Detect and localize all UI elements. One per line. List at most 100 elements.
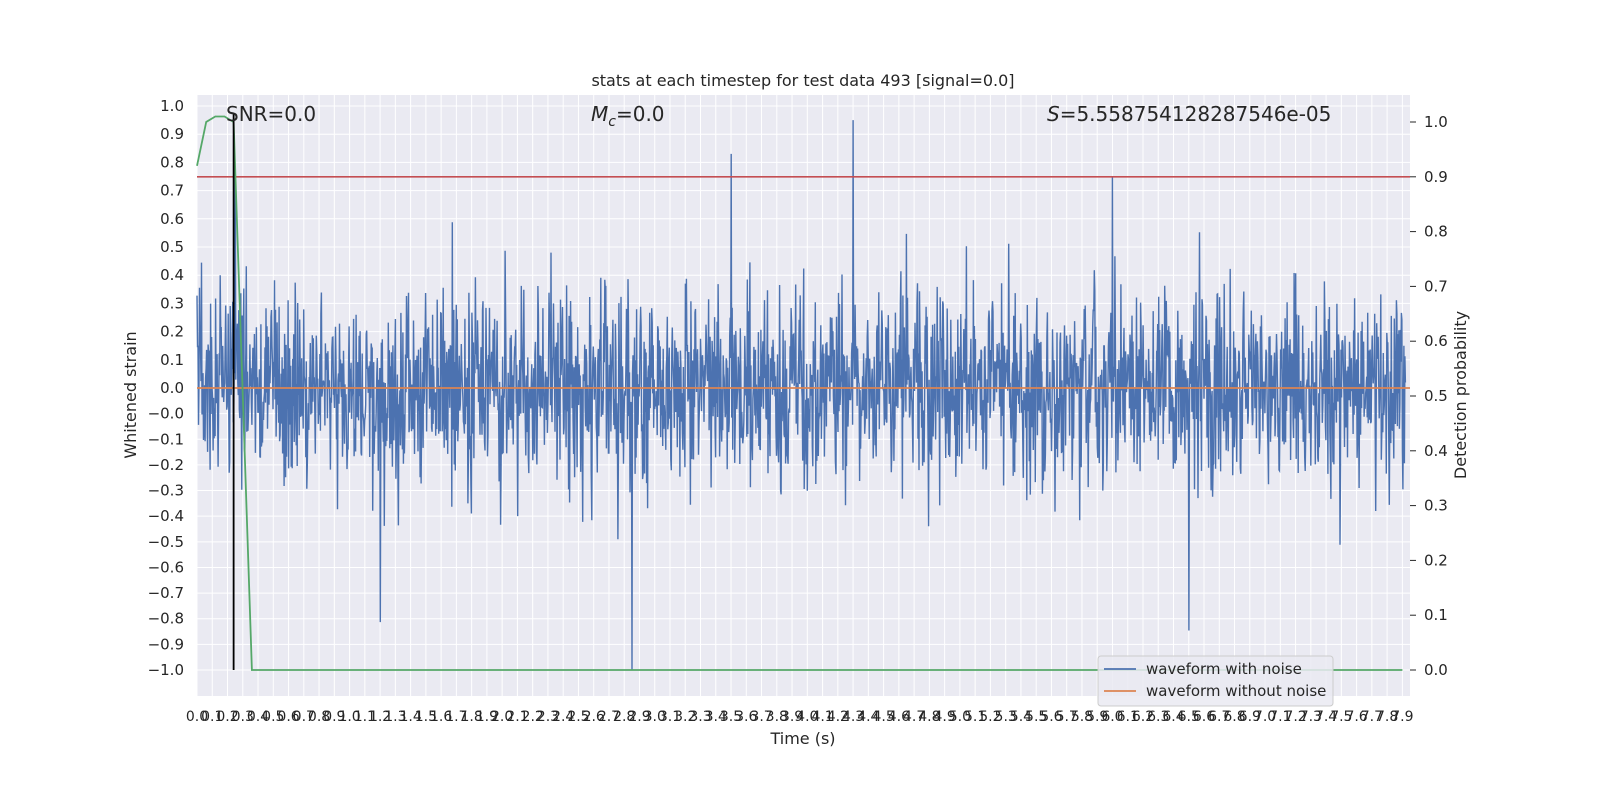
x-tick-label: 0.3 — [232, 709, 254, 725]
y-axis-left-ticks: 1.0 0.9 0.8 0.7 0.6 0.5 0.4 0.3 0.2 0.1 0.0 −0.0 −0.… — [148, 97, 184, 679]
x-tick-label: 7.4 — [1315, 709, 1337, 725]
x-tick-label: 2.8 — [613, 709, 635, 725]
y-left-tick-label: 1.0 — [160, 97, 184, 115]
x-tick-label: 2.4 — [552, 709, 574, 725]
x-tick-label: 1.6 — [430, 709, 452, 725]
y-left-tick-label: 0.5 — [160, 238, 184, 256]
y-left-tick-label: −1.0 — [148, 661, 184, 679]
x-tick-label: 2.2 — [522, 709, 544, 725]
y-left-tick-label: 0.1 — [160, 351, 184, 369]
x-tick-label: 4.4 — [857, 709, 879, 725]
x-tick-label: 0.1 — [201, 709, 223, 725]
x-tick-label: 4.5 — [872, 709, 894, 725]
x-tick-label: 3.3 — [689, 709, 711, 725]
x-tick-label: 2.7 — [598, 709, 620, 725]
y-left-tick-label: −0.6 — [148, 558, 184, 576]
x-tick-label: 1.4 — [399, 709, 421, 725]
s-symbol: S — [1047, 102, 1060, 126]
waveform-with-noise-line — [196, 120, 1407, 671]
y-right-tick-label: 1.0 — [1424, 113, 1448, 131]
y-left-tick-label: −0.4 — [148, 507, 184, 525]
x-tick-label: 0.6 — [277, 709, 299, 725]
x-tick-label: 0.9 — [323, 709, 345, 725]
x-tick-label: 5.9 — [1086, 709, 1108, 725]
x-tick-label: 2.9 — [628, 709, 650, 725]
y-left-tick-label: −0.2 — [148, 456, 184, 474]
x-tick-label: 4.6 — [888, 709, 910, 725]
mc-value: =0.0 — [616, 102, 665, 126]
legend-label-noise: waveform with noise — [1146, 660, 1302, 678]
legend: waveform with noise waveform without noi… — [1097, 655, 1334, 707]
x-tick-label: 4.2 — [827, 709, 849, 725]
x-tick-label: 5.2 — [979, 709, 1001, 725]
x-tick-label: 5.1 — [964, 709, 986, 725]
x-tick-label: 3.6 — [735, 709, 757, 725]
y-left-tick-label: 0.3 — [160, 294, 184, 312]
x-tick-label: 4.7 — [903, 709, 925, 725]
s-value: =5.558754128287546e-05 — [1060, 102, 1332, 126]
x-tick-label: 2.5 — [567, 709, 589, 725]
y-left-tick-label: 0.7 — [160, 182, 184, 200]
y-left-tick-label: −0.9 — [148, 635, 184, 653]
y-left-tick-label: 0.0 — [160, 379, 184, 397]
y-right-tick-label: 0.5 — [1424, 387, 1448, 405]
x-tick-label: 6.2 — [1132, 709, 1154, 725]
y-axis-left-label: Whitened strain — [121, 331, 140, 458]
x-tick-label: 0.2 — [216, 709, 238, 725]
x-tick-label: 5.6 — [1040, 709, 1062, 725]
y-left-tick-label: −0.1 — [148, 430, 184, 448]
s-annotation: S=5.558754128287546e-05 — [1047, 102, 1331, 126]
x-tick-label: 5.7 — [1056, 709, 1078, 725]
chart-title: stats at each timestep for test data 493… — [591, 71, 1014, 90]
x-tick-label: 5.8 — [1071, 709, 1093, 725]
x-tick-label: 7.1 — [1269, 709, 1291, 725]
x-tick-label: 7.9 — [1391, 709, 1413, 725]
x-tick-label: 7.8 — [1376, 709, 1398, 725]
y-left-tick-label: 0.6 — [160, 210, 184, 228]
lines-layer — [196, 114, 1410, 671]
x-tick-label: 0.5 — [262, 709, 284, 725]
x-tick-label: 0.4 — [247, 709, 269, 725]
x-tick-label: 3.2 — [674, 709, 696, 725]
x-tick-label: 3.1 — [659, 709, 681, 725]
x-tick-label: 3.4 — [705, 709, 727, 725]
mc-symbol: M — [591, 102, 608, 126]
x-tick-label: 0.0 — [186, 709, 208, 725]
y-right-tick-label: 0.0 — [1424, 661, 1448, 679]
x-tick-label: 7.7 — [1361, 709, 1383, 725]
x-tick-label: 2.6 — [583, 709, 605, 725]
y-left-tick-label: −0.7 — [148, 584, 184, 602]
x-tick-label: 4.3 — [842, 709, 864, 725]
x-tick-label: 4.9 — [934, 709, 956, 725]
mc-annotation: Mc=0.0 — [591, 102, 665, 130]
x-tick-label: 0.8 — [308, 709, 330, 725]
y-left-tick-label: −0.8 — [148, 610, 184, 628]
y-left-tick-label: 0.9 — [160, 125, 184, 143]
legend-label-clean: waveform without noise — [1146, 682, 1326, 700]
x-tick-label: 6.7 — [1208, 709, 1230, 725]
x-tick-label: 0.7 — [293, 709, 315, 725]
y-axis-right-label: Detection probability — [1451, 311, 1470, 479]
y-axis-right-ticks: 1.0 0.9 0.8 0.7 0.6 0.5 0.4 0.3 0.2 0.1 0.0 — [1410, 113, 1448, 679]
x-tick-label: 3.0 — [644, 709, 666, 725]
y-right-tick-label: 0.7 — [1424, 277, 1448, 295]
x-tick-label: 6.1 — [1117, 709, 1139, 725]
y-right-tick-label: 0.2 — [1424, 551, 1448, 569]
mc-subscript: c — [608, 114, 616, 130]
legend-box — [1097, 655, 1334, 707]
x-tick-label: 2.1 — [506, 709, 528, 725]
y-left-tick-label: 0.2 — [160, 323, 184, 341]
x-tick-label: 3.5 — [720, 709, 742, 725]
x-tick-label: 4.1 — [811, 709, 833, 725]
x-tick-label: 1.0 — [338, 709, 360, 725]
x-tick-label: 6.6 — [1193, 709, 1215, 725]
x-tick-label: 6.8 — [1223, 709, 1245, 725]
x-tick-label: 4.0 — [796, 709, 818, 725]
x-tick-label: 1.9 — [476, 709, 498, 725]
x-tick-label: 6.0 — [1101, 709, 1123, 725]
x-tick-label: 1.2 — [369, 709, 391, 725]
x-tick-label: 5.5 — [1025, 709, 1047, 725]
x-tick-label: 3.7 — [750, 709, 772, 725]
y-left-tick-label: −0.5 — [148, 533, 184, 551]
